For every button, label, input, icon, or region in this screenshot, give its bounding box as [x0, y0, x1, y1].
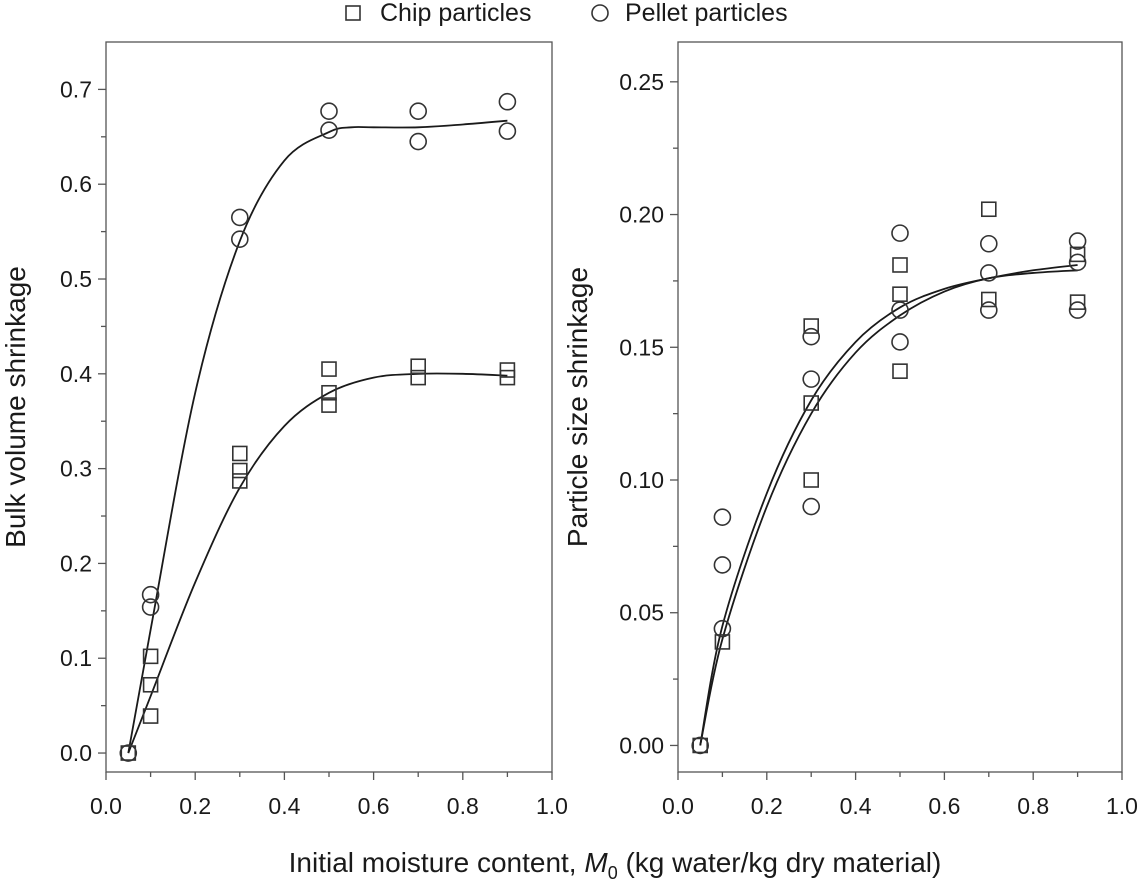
pellet-point [891, 301, 909, 319]
chip-point [232, 473, 248, 489]
pellet-point [498, 122, 517, 140]
chip-point [692, 737, 709, 754]
x-axis-title-sub: 0 [608, 863, 618, 883]
chip-point [410, 369, 427, 386]
pellet-point [802, 370, 821, 388]
x-tick-label: 0.8 [447, 793, 479, 819]
pellet-point [409, 102, 428, 121]
x-axis-title: Initial moisture content, M0 (kg water/k… [289, 847, 942, 883]
pellet-point [713, 556, 732, 574]
chip-point [980, 291, 997, 308]
chip-point [232, 445, 248, 462]
pellet-point [979, 234, 998, 253]
x-tick-label: 0.4 [840, 793, 872, 819]
legend-chip-marker [345, 5, 361, 21]
x-tick-label: 0.4 [268, 793, 300, 819]
pellet-point [979, 264, 998, 282]
plot-frame [105, 41, 553, 773]
x-axis-title-suffix: (kg water/kg dry material) [618, 847, 942, 878]
pellet-point [141, 598, 160, 616]
pellet-point [713, 619, 732, 638]
pellet-point [498, 92, 517, 111]
pellet-point [141, 585, 160, 604]
chip-point [321, 397, 337, 413]
chip-point [232, 462, 248, 479]
chip-fit-curve [699, 269, 1078, 746]
x-tick-label: 0.0 [662, 793, 694, 819]
y-tick-label: 0.20 [619, 202, 664, 228]
x-tick-label: 1.0 [536, 793, 568, 819]
chip-point [803, 318, 820, 334]
x-axis-title-var: M [584, 847, 608, 878]
pellet-point [409, 132, 428, 151]
x-tick-label: 0.2 [179, 793, 211, 819]
y-tick-label: 0.3 [60, 456, 92, 482]
y-tick-label: 0.1 [60, 645, 92, 671]
x-tick-label: 0.2 [751, 793, 783, 819]
pellet-point [891, 333, 909, 351]
chip-point [1069, 294, 1086, 310]
pellet-point [713, 508, 732, 526]
chip-point [714, 634, 731, 650]
chip-point [892, 257, 908, 273]
pellet-point [891, 224, 909, 242]
pellet-point [1068, 301, 1087, 319]
x-tick-label: 0.6 [928, 793, 960, 819]
chip-fit-curve [127, 372, 508, 754]
chip-point [803, 472, 820, 488]
pellet-point [320, 102, 338, 121]
pellet-point [119, 744, 138, 762]
y-tick-label: 0.00 [619, 732, 664, 758]
pellet-point [320, 121, 338, 139]
y-axis-title: Bulk volume shrinkage [0, 266, 31, 548]
chip-point [321, 384, 337, 401]
y-tick-label: 0.2 [60, 550, 92, 576]
chip-point [980, 201, 997, 218]
chip-point [892, 286, 908, 302]
y-tick-label: 0.25 [619, 69, 664, 95]
y-tick-label: 0.7 [60, 76, 92, 102]
pellet-point [691, 736, 710, 755]
legend-chip-label: Chip particles [380, 0, 531, 27]
chip-point [120, 745, 137, 761]
y-tick-label: 0.0 [60, 740, 92, 766]
x-tick-label: 0.0 [90, 793, 122, 819]
y-tick-label: 0.6 [60, 171, 92, 197]
pellet-point [231, 230, 249, 248]
pellet-point [231, 208, 249, 227]
legend-pellet-label: Pellet particles [625, 0, 788, 27]
y-axis-title: Particle size shrinkage [562, 267, 593, 547]
chip-point [803, 395, 820, 411]
plot-frame [677, 41, 1123, 773]
chip-point [499, 369, 516, 386]
legend-pellet-marker [591, 4, 609, 22]
pellet-point [802, 497, 821, 516]
x-tick-label: 1.0 [1106, 793, 1138, 819]
x-axis-title-prefix: Initial moisture content, [289, 847, 585, 878]
y-tick-label: 0.10 [619, 467, 664, 493]
chip-point [142, 648, 159, 665]
y-tick-label: 0.5 [60, 266, 92, 292]
y-tick-label: 0.4 [60, 361, 92, 387]
chip-point [142, 708, 159, 724]
pellet-point [1068, 253, 1087, 272]
chip-point [1069, 246, 1086, 263]
pellet-point [979, 301, 998, 319]
chip-point [321, 361, 337, 377]
x-tick-label: 0.6 [358, 793, 390, 819]
pellet-fit-curve [127, 119, 508, 754]
x-tick-label: 0.8 [1017, 793, 1049, 819]
pellet-fit-curve [699, 264, 1078, 746]
legend: Chip particles Pellet particles [345, 0, 788, 27]
y-tick-label: 0.05 [619, 600, 664, 626]
chip-point [142, 676, 159, 693]
pellet-point [802, 327, 821, 346]
chip-point [410, 358, 427, 375]
pellet-point [1068, 232, 1087, 250]
panel-particle-size: 0.0 0.2 0.4 0.6 0.8 1.0 0.00 0.05 0.10 0.15 0.20 0.… [562, 41, 1138, 819]
y-tick-label: 0.15 [619, 334, 664, 360]
panel-bulk-volume: 0.0 0.2 0.4 0.6 0.8 1.0 0.0 0.1 0.2 0.3 0.4 0.5 0.6 0… [0, 41, 568, 819]
chip-point [892, 363, 908, 379]
